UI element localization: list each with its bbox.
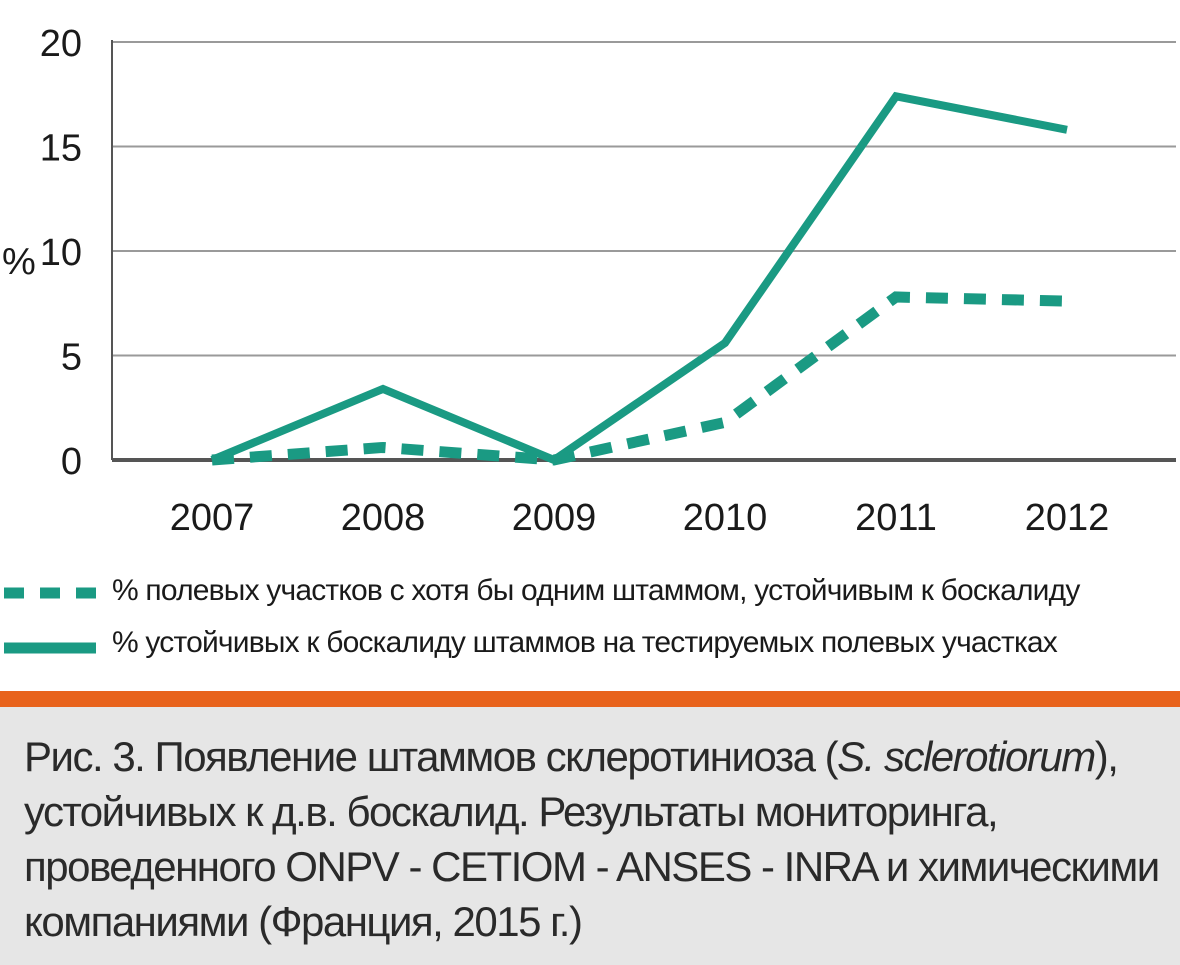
series-line-strains-solid [210, 91, 1068, 465]
x-tick-label-2009: 2009 [512, 497, 597, 539]
series-line-fields-dashed [211, 291, 1068, 466]
x-tick-label-2008: 2008 [341, 497, 426, 539]
legend-item-fields: % полевых участков с хотя бы одним штамм… [0, 568, 1180, 618]
caption-text-start: Рис. 3. Появление штаммов склеротиниоза … [24, 733, 839, 780]
legend-swatch-solid [4, 642, 96, 654]
legend-item-strains: % устойчивых к боскалиду штаммов на тест… [0, 620, 1180, 670]
y-axis-label: % [2, 241, 36, 283]
y-tick-label-10: 10 [40, 232, 82, 274]
y-tick-label-20: 20 [40, 23, 82, 65]
line-chart: 0 5 10 15 20 2007 2008 2009 2010 2011 2012 % [2, 23, 1176, 539]
legend-label-strains: % устойчивых к боскалиду штаммов на тест… [112, 626, 1058, 659]
y-tick-label-5: 5 [61, 337, 82, 379]
caption-species-name: S. sclerotiorum [837, 733, 1096, 780]
y-tick-label-0: 0 [61, 441, 82, 483]
legend-label-fields: % полевых участков с хотя бы одним штамм… [112, 574, 1080, 607]
legend-swatch-dashed [4, 587, 96, 599]
x-tick-label-2011: 2011 [855, 497, 937, 539]
figure-caption-box: Рис. 3. Появление штаммов склеротиниоза … [0, 707, 1180, 965]
x-tick-label-2012: 2012 [1025, 497, 1110, 539]
tick-labels: 0 5 10 15 20 2007 2008 2009 2010 2011 2012 [40, 23, 1110, 539]
figure-caption: Рис. 3. Появление штаммов склеротиниоза … [24, 729, 1164, 949]
y-tick-label-15: 15 [40, 128, 82, 170]
orange-divider [0, 691, 1180, 707]
series-lines [210, 91, 1068, 466]
x-tick-label-2010: 2010 [683, 497, 768, 539]
grid-lines [112, 41, 1176, 357]
caption-text-end: ), устойчивых к д.в. боскалид. Результат… [24, 733, 1160, 945]
x-tick-label-2007: 2007 [170, 497, 255, 539]
axes [111, 40, 1176, 462]
